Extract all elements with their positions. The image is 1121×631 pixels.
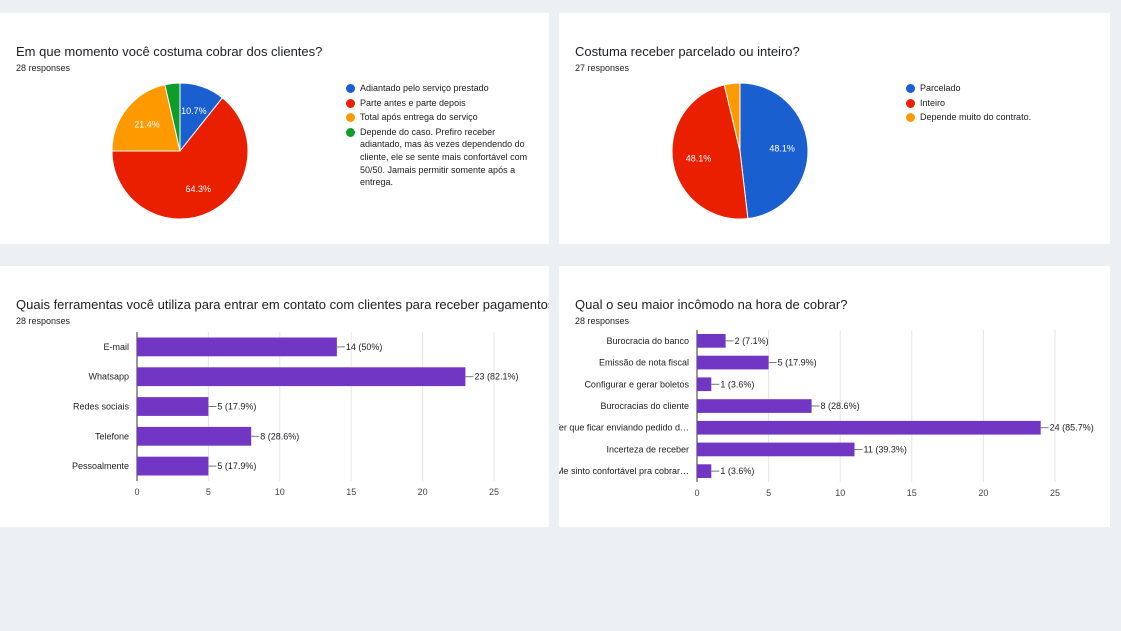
category-label: Pessoalmente [72,461,129,471]
bar[interactable] [137,397,209,416]
legend-label: Parcelado [920,83,961,93]
legend-swatch [906,113,915,123]
category-label: Burocracia do banco [606,336,689,346]
card-title: Qual o seu maior incômodo na hora de cob… [575,297,848,312]
bar[interactable] [697,464,712,478]
data-label: 5 (17.9%) [778,358,817,368]
category-label: Burocracias do cliente [600,401,689,411]
data-label: 8 (28.6%) [821,401,860,411]
bar[interactable] [697,420,1041,435]
data-label: 1 (3.6%) [720,466,754,476]
legend-label: Total após entrega do serviço [360,112,478,123]
legend-item[interactable]: Parcelado [906,82,1096,95]
tick-label: 0 [134,487,139,497]
bar[interactable] [697,355,769,370]
tick-label: 5 [766,488,771,498]
data-label: 24 (85.7%) [1050,423,1094,433]
legend-swatch [346,127,355,137]
bar[interactable] [697,442,855,457]
data-label: 11 (39.3%) [864,444,907,454]
legend-swatch [346,113,355,123]
bar[interactable] [137,426,252,446]
legend-swatch [346,98,355,108]
card-billing-moment: Em que momento você costuma cobrar dos c… [0,13,549,244]
legend-item[interactable]: Depende muito do contrato. [906,111,1096,124]
tick-label: 0 [694,488,699,498]
slice-label: 10.7% [181,106,207,116]
data-label: 1 (3.6%) [720,379,754,389]
tick-label: 15 [907,488,917,498]
legend-label: Depende do caso. Prefiro receber adianta… [360,126,528,188]
category-label: Emissão de nota fiscal [599,358,689,368]
category-label: Ter que ficar enviando pedido d… [559,423,689,433]
category-label: Configurar e gerar boletos [584,379,689,389]
legend-label: Adiantado pelo serviço prestado [360,83,489,93]
legend-item[interactable]: Depende do caso. Prefiro receber adianta… [346,126,536,189]
bar[interactable] [137,337,337,357]
tick-label: 20 [418,487,428,497]
data-label: 2 (7.1%) [735,336,769,346]
data-label: 14 (50%) [346,342,383,352]
response-count: 28 responses [16,63,71,73]
slice-label: 21.4% [134,120,160,130]
bar[interactable] [697,377,712,392]
legend-item[interactable]: Parte antes e parte depois [346,97,536,110]
category-label: Redes sociais [73,402,130,412]
data-label: 23 (82.1%) [474,372,518,382]
category-label: Me sinto confortável pra cobrar… [559,466,689,476]
legend-item[interactable]: Adiantado pelo serviço prestado [346,82,536,95]
card-installments: Costuma receber parcelado ou inteiro? 27… [559,13,1110,244]
tick-label: 15 [346,487,356,497]
response-count: 27 responses [575,63,630,73]
data-label: 8 (28.6%) [260,431,299,441]
bar[interactable] [137,456,209,476]
card-biggest-annoyance: Qual o seu maior incômodo na hora de cob… [559,266,1110,527]
data-label: 5 (17.9%) [217,461,256,471]
bar[interactable] [137,367,466,387]
tick-label: 10 [275,487,285,497]
pie-chart: 48.1% 48.1% [671,82,809,220]
legend-swatch [346,84,355,93]
data-label: 5 (17.9%) [217,402,256,412]
bar-chart: 0 5 10 15 20 25 Burocracia do banco 2 (7.1%) Emi… [559,330,1094,498]
legend-item[interactable]: Inteiro [906,97,1096,110]
chart-legend: Parcelado Inteiro Depende muito do contrat… [906,82,1096,126]
slice-label: 48.1% [686,153,712,163]
pie-chart: 10.7% 64.3% 21.4% [111,82,249,220]
card-contact-tools: Quais ferramentas você utiliza para entr… [0,266,549,527]
legend-label: Depende muito do contrato. [920,112,1032,123]
legend-label: Inteiro [920,97,946,108]
pie-slice[interactable] [164,82,181,152]
tick-label: 10 [835,488,845,498]
pie-slice[interactable] [111,97,249,220]
bar[interactable] [697,399,812,413]
category-label: Incerteza de receber [606,444,689,454]
legend-item[interactable]: Total após entrega do serviço [346,111,536,124]
category-label: Whatsapp [88,372,129,382]
response-count: 28 responses [575,316,630,326]
bar-chart: 0 5 10 15 20 25 E-mail 14 (50%) Whatsapp 23 (82.1… [72,332,518,497]
card-title: Em que momento você costuma cobrar dos c… [16,44,323,59]
category-label: Telefone [95,431,129,441]
category-label: E-mail [103,342,129,352]
pie-slice[interactable] [723,82,741,152]
card-title: Costuma receber parcelado ou inteiro? [575,44,800,59]
card-title: Quais ferramentas você utiliza para entr… [16,297,549,312]
slice-label: 64.3% [186,184,212,194]
response-count: 28 responses [16,316,71,326]
pie-slice[interactable] [111,84,181,152]
bar[interactable] [697,334,726,348]
chart-legend: Adiantado pelo serviço prestado Parte ant… [346,82,536,191]
legend-swatch [906,84,915,93]
tick-label: 25 [1050,488,1060,498]
slice-label: 48.1% [769,144,795,154]
legend-label: Parte antes e parte depois [360,97,466,108]
legend-swatch [906,98,915,108]
tick-label: 25 [489,487,499,497]
tick-label: 20 [978,488,988,498]
tick-label: 5 [206,487,211,497]
pie-slice[interactable] [739,82,809,220]
pie-slice[interactable] [671,84,749,220]
